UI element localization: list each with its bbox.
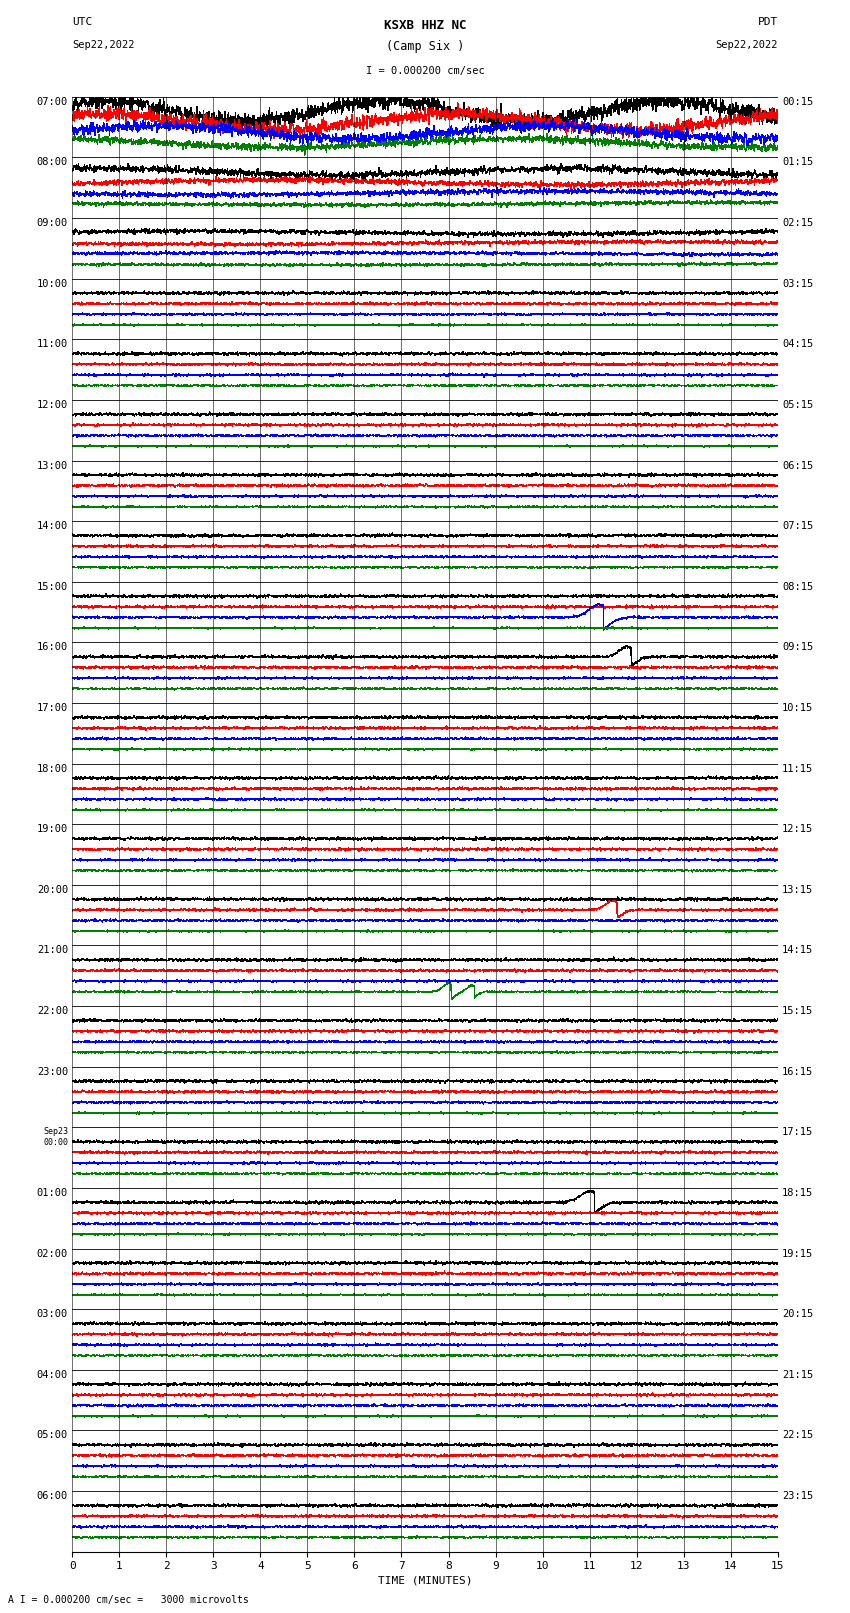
Text: 04:15: 04:15: [782, 339, 813, 350]
Text: UTC: UTC: [72, 18, 93, 27]
Text: 11:15: 11:15: [782, 763, 813, 774]
Text: 14:15: 14:15: [782, 945, 813, 955]
Text: 23:00: 23:00: [37, 1066, 68, 1077]
Text: 10:00: 10:00: [37, 279, 68, 289]
Text: 16:00: 16:00: [37, 642, 68, 652]
Text: 21:15: 21:15: [782, 1369, 813, 1379]
Text: 23:15: 23:15: [782, 1490, 813, 1502]
Text: 17:00: 17:00: [37, 703, 68, 713]
Text: 10:15: 10:15: [782, 703, 813, 713]
Text: I = 0.000200 cm/sec: I = 0.000200 cm/sec: [366, 66, 484, 76]
Text: 02:00: 02:00: [37, 1248, 68, 1258]
Text: 12:15: 12:15: [782, 824, 813, 834]
Text: 03:15: 03:15: [782, 279, 813, 289]
Text: 19:00: 19:00: [37, 824, 68, 834]
Text: 07:15: 07:15: [782, 521, 813, 531]
Text: 02:15: 02:15: [782, 218, 813, 227]
Text: 20:15: 20:15: [782, 1310, 813, 1319]
Text: 16:15: 16:15: [782, 1066, 813, 1077]
Text: 05:15: 05:15: [782, 400, 813, 410]
Text: (Camp Six ): (Camp Six ): [386, 40, 464, 53]
Text: 01:15: 01:15: [782, 158, 813, 168]
Text: 06:15: 06:15: [782, 461, 813, 471]
Text: 15:15: 15:15: [782, 1007, 813, 1016]
Text: Sep22,2022: Sep22,2022: [72, 40, 135, 50]
Text: 03:00: 03:00: [37, 1310, 68, 1319]
Text: 22:00: 22:00: [37, 1007, 68, 1016]
Text: 18:15: 18:15: [782, 1187, 813, 1198]
Text: 06:00: 06:00: [37, 1490, 68, 1502]
Text: 00:15: 00:15: [782, 97, 813, 106]
Text: 20:00: 20:00: [37, 886, 68, 895]
Text: 21:00: 21:00: [37, 945, 68, 955]
Text: Sep22,2022: Sep22,2022: [715, 40, 778, 50]
Text: A I = 0.000200 cm/sec =   3000 microvolts: A I = 0.000200 cm/sec = 3000 microvolts: [8, 1595, 249, 1605]
Text: 22:15: 22:15: [782, 1431, 813, 1440]
Text: KSXB HHZ NC: KSXB HHZ NC: [383, 19, 467, 32]
Text: 15:00: 15:00: [37, 582, 68, 592]
Text: 13:00: 13:00: [37, 461, 68, 471]
Text: PDT: PDT: [757, 18, 778, 27]
Text: 12:00: 12:00: [37, 400, 68, 410]
Text: 08:00: 08:00: [37, 158, 68, 168]
Text: 01:00: 01:00: [37, 1187, 68, 1198]
Text: 04:00: 04:00: [37, 1369, 68, 1379]
Text: 09:00: 09:00: [37, 218, 68, 227]
Text: 19:15: 19:15: [782, 1248, 813, 1258]
Text: 17:15: 17:15: [782, 1127, 813, 1137]
Text: 08:15: 08:15: [782, 582, 813, 592]
Text: 11:00: 11:00: [37, 339, 68, 350]
X-axis label: TIME (MINUTES): TIME (MINUTES): [377, 1576, 473, 1586]
Text: 18:00: 18:00: [37, 763, 68, 774]
Text: 07:00: 07:00: [37, 97, 68, 106]
Text: Sep23
00:00: Sep23 00:00: [43, 1127, 68, 1147]
Text: 14:00: 14:00: [37, 521, 68, 531]
Text: 05:00: 05:00: [37, 1431, 68, 1440]
Text: 13:15: 13:15: [782, 886, 813, 895]
Text: 09:15: 09:15: [782, 642, 813, 652]
